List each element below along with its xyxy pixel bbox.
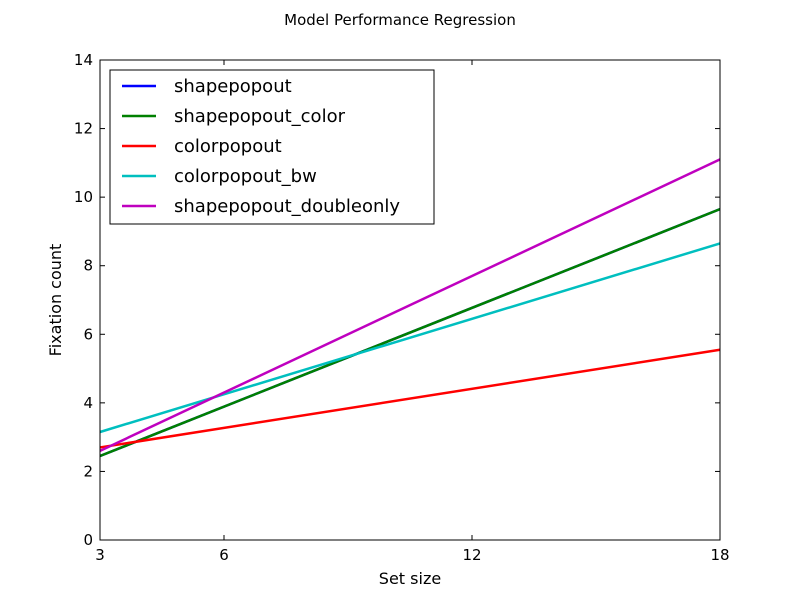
x-axis-ticks: 3 6 12 18	[95, 60, 730, 564]
plot-frame	[99, 59, 721, 541]
y-tick-label: 10	[74, 188, 93, 206]
y-axis-label: Fixation count	[46, 244, 65, 357]
y-tick-label: 12	[74, 120, 93, 138]
x-tick-label: 6	[219, 546, 229, 564]
x-tick-label: 18	[710, 546, 729, 564]
legend-label-colorpopout: colorpopout	[174, 136, 282, 157]
plot-lines	[99, 158, 721, 458]
y-tick-label: 0	[83, 531, 93, 549]
x-axis-label: Set size	[379, 569, 441, 588]
series-line-colorpopout-bw	[99, 242, 721, 434]
legend-frame	[109, 69, 435, 225]
y-tick-label: 6	[83, 325, 93, 343]
series-line-shapepopout-color	[99, 207, 721, 458]
x-tick-label: 12	[462, 546, 481, 564]
x-tick-label: 3	[95, 546, 105, 564]
chart-title: Model Performance Regression	[284, 11, 516, 29]
legend: shapepopout shapepopout_color colorpopout c…	[109, 69, 435, 225]
y-tick-label: 14	[74, 51, 93, 69]
legend-label-colorpopout-bw: colorpopout_bw	[174, 166, 317, 187]
legend-label-shapepopout: shapepopout	[174, 76, 292, 97]
series-line-shapepopout-doubleonly	[99, 158, 721, 452]
legend-label-shapepopout-doubleonly: shapepopout_doubleonly	[174, 196, 400, 217]
y-tick-label: 4	[83, 394, 93, 412]
legend-label-shapepopout-color: shapepopout_color	[174, 106, 346, 127]
series-line-colorpopout	[99, 348, 721, 449]
y-tick-label: 8	[83, 257, 93, 275]
y-axis-ticks: 0 2 4 6 8 10 12 14	[74, 51, 720, 549]
y-tick-label: 2	[83, 462, 93, 480]
